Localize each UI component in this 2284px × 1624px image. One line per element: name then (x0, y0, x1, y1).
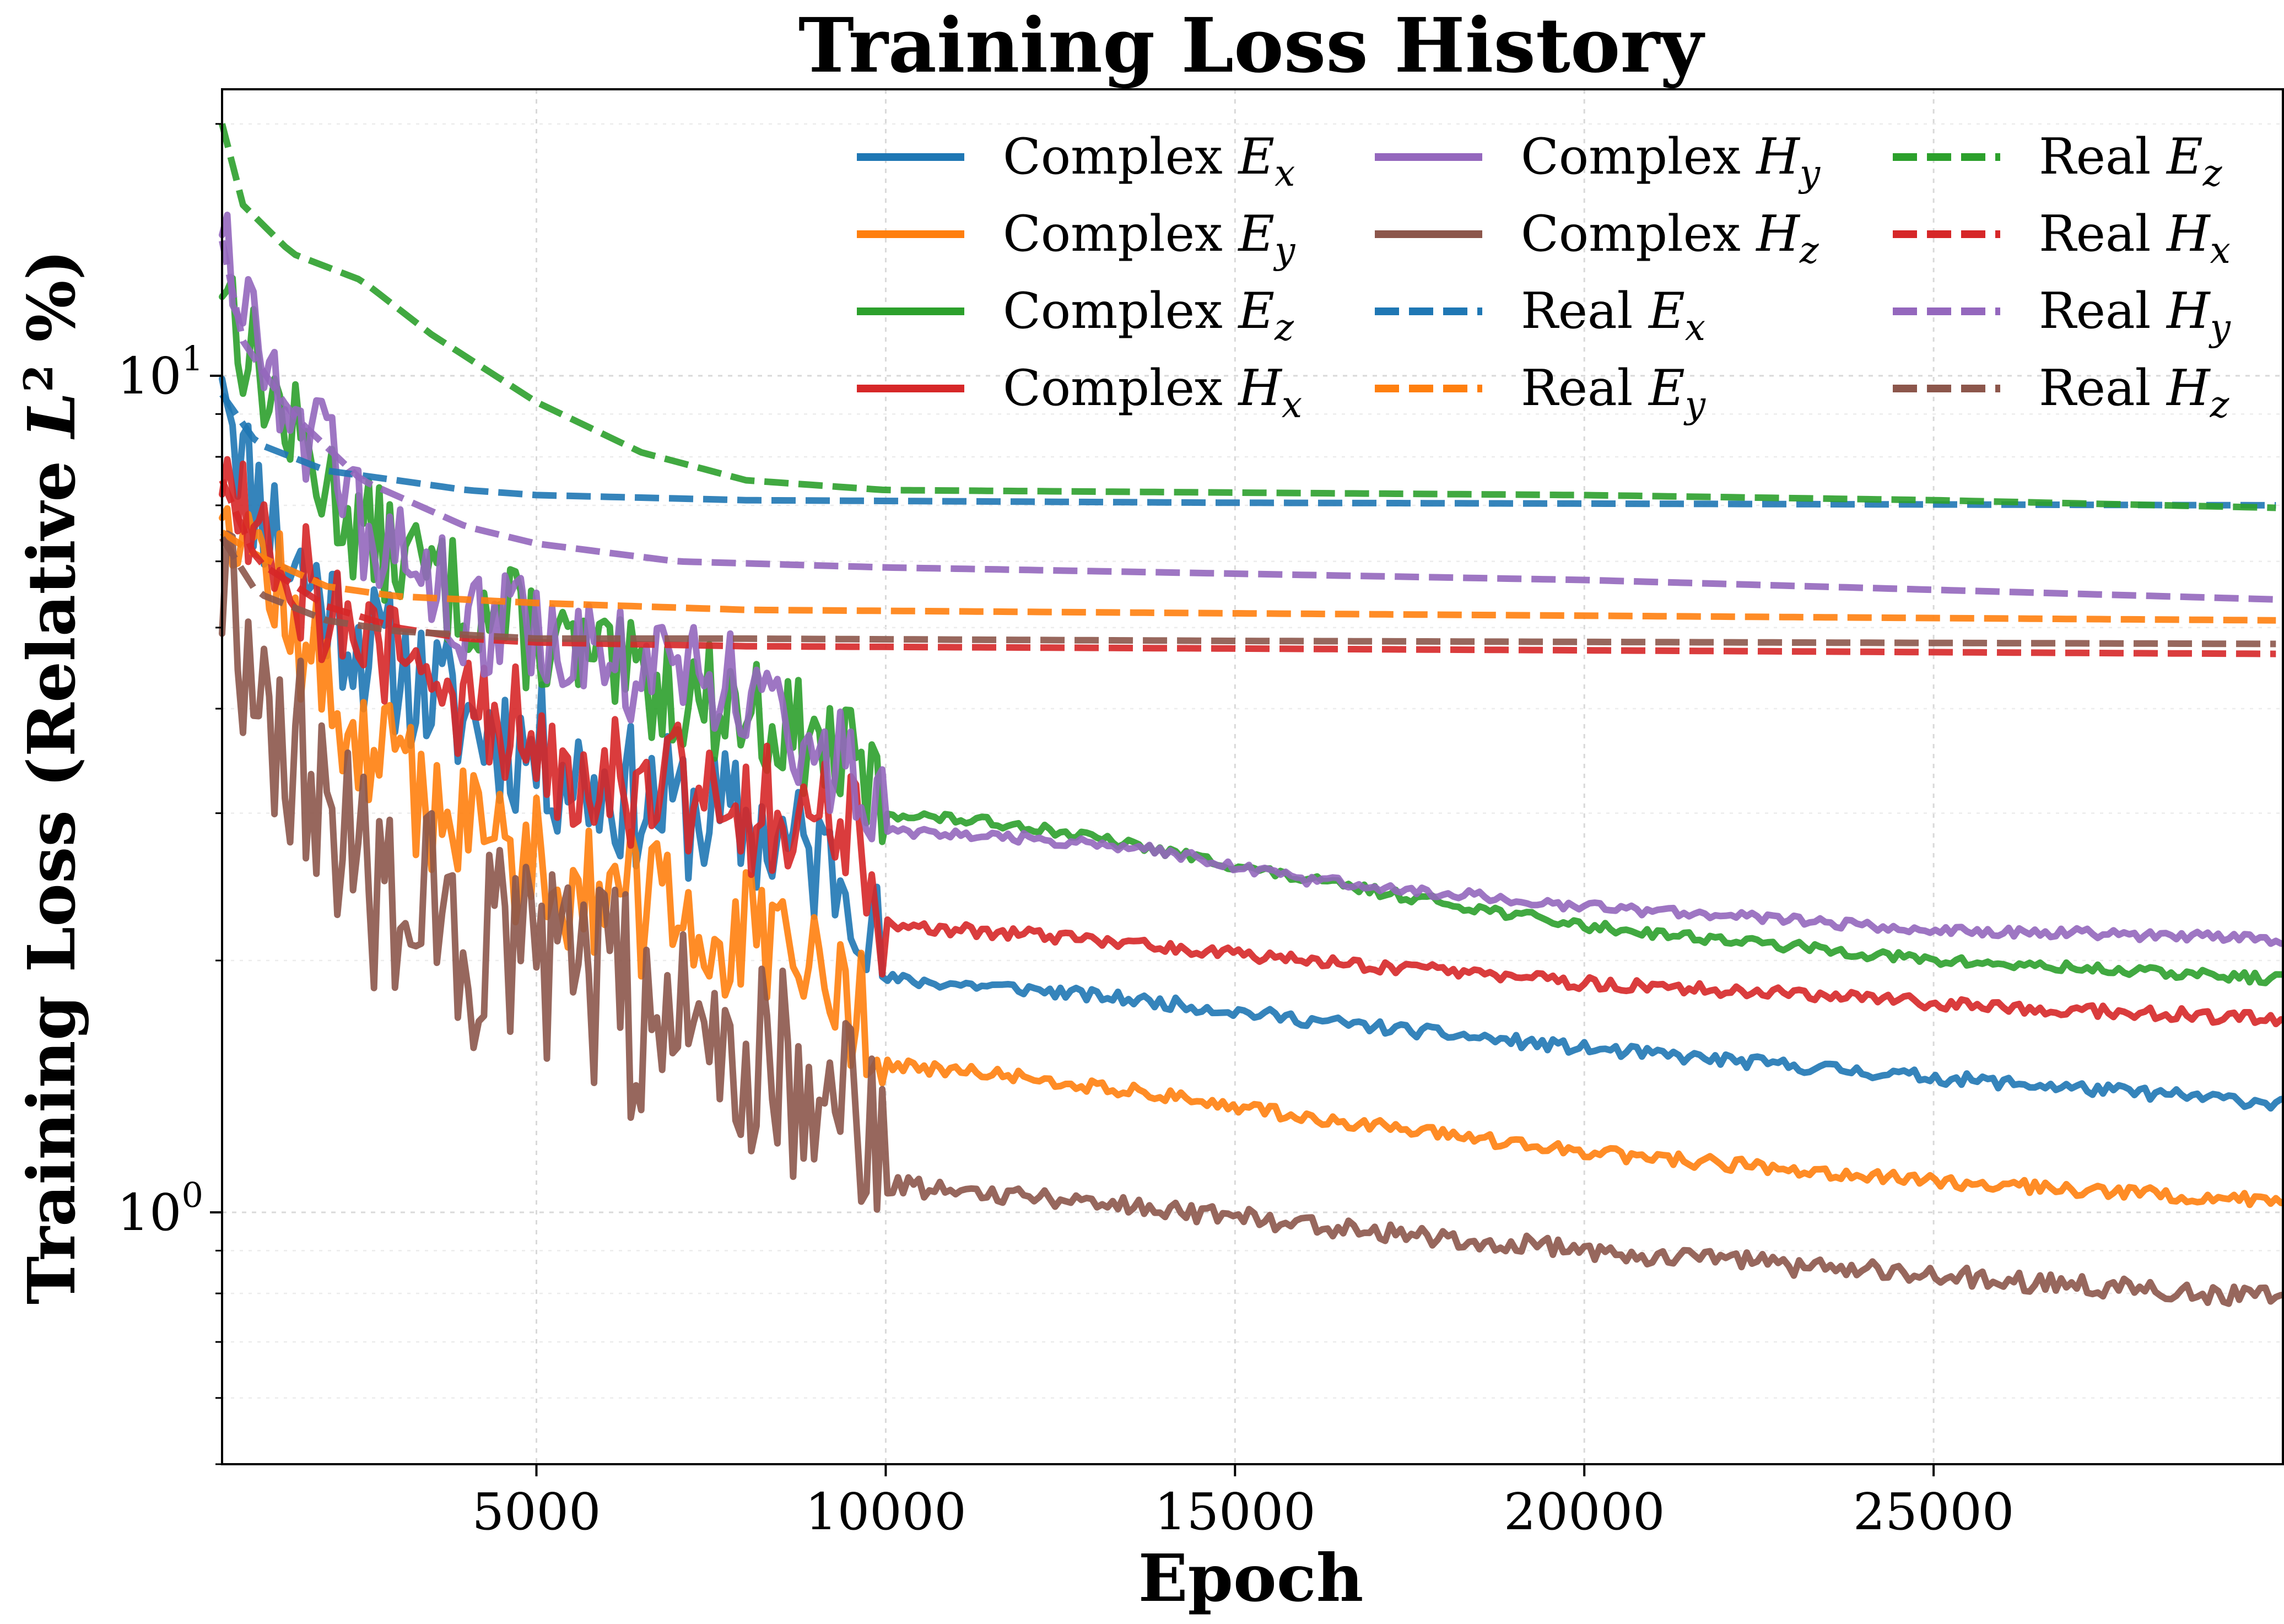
legend-label-sub: x (1685, 306, 1705, 349)
y-tick-exp: 1 (182, 338, 203, 379)
legend-label: Complex Hy (1521, 128, 1821, 195)
y-label-text-end: %) (13, 250, 90, 365)
series-line-7 (220, 529, 2276, 624)
legend-label: Real Ez (2039, 128, 2223, 195)
legend-label-prefix: Real (2039, 128, 2167, 186)
y-label-sup: 2 (15, 365, 62, 392)
series-line-10 (219, 240, 2276, 603)
y-label-text: Training Loss (Relative (13, 438, 90, 1305)
series-line-4 (219, 212, 2284, 947)
legend-label-prefix: Real (1521, 282, 1649, 340)
series-line-1 (219, 505, 2284, 1208)
y-label-symbol: L (13, 392, 90, 440)
legend-label-field: H (2166, 359, 2211, 417)
y-tick-label: 100 (117, 1175, 203, 1242)
legend-label-field: E (2166, 128, 2203, 186)
y-tick-exp: 0 (182, 1175, 203, 1215)
legend-label-prefix: Complex (1521, 205, 1756, 263)
legend-label-field: H (1755, 128, 1800, 186)
series-line-11 (219, 536, 2276, 648)
series-line-3 (219, 456, 2284, 1028)
legend-label: Complex Ey (1003, 205, 1295, 272)
series-line-8 (219, 123, 2276, 511)
legend-label: Real Ex (1521, 282, 1705, 349)
legend-label-sub: z (2202, 152, 2223, 195)
legend-label: Real Hz (2039, 359, 2230, 426)
y-tick-label: 101 (117, 338, 203, 406)
legend-label-sub: y (1798, 152, 1821, 195)
legend-label: Real Hy (2039, 282, 2231, 349)
legend-label: Complex Hx (1003, 359, 1302, 426)
legend-label-field: E (1237, 128, 1275, 186)
legend-label-field: E (1237, 282, 1275, 340)
legend-label-sub: y (1683, 384, 1706, 426)
x-tick-label: 20000 (1504, 1482, 1665, 1541)
chart-title: Training Loss History (798, 2, 1705, 90)
legend-label-prefix: Real (1521, 359, 1649, 417)
x-tick-label: 10000 (805, 1482, 966, 1541)
legend-label-field: E (1237, 205, 1275, 263)
legend-label-sub: x (1275, 152, 1295, 195)
legend-label-sub: y (1273, 229, 1295, 272)
legend-label-prefix: Complex (1003, 359, 1238, 417)
legend-label: Complex Hz (1521, 205, 1819, 272)
y-tick-base: 10 (117, 347, 181, 406)
legend-label-sub: x (2210, 229, 2231, 272)
y-tick-base: 10 (117, 1183, 181, 1242)
legend-label: Complex Ez (1003, 282, 1294, 349)
legend-label-prefix: Real (2039, 282, 2167, 340)
legend-label-sub: x (1282, 384, 1302, 426)
legend-label: Real Hx (2039, 205, 2231, 272)
legend-label-field: H (1755, 205, 1800, 263)
legend-label-sub: z (2210, 384, 2230, 426)
series-line-0 (219, 375, 2284, 1112)
x-tick-label: 5000 (472, 1482, 601, 1541)
legend-label-sub: y (2209, 306, 2231, 349)
legend-label-sub: z (1799, 229, 1819, 272)
legend-label-prefix: Real (2039, 359, 2167, 417)
legend-label: Complex Ex (1003, 128, 1295, 195)
legend-label-prefix: Complex (1521, 128, 1756, 186)
legend-label-prefix: Complex (1003, 205, 1238, 263)
legend-label-prefix: Real (2039, 205, 2167, 263)
series-line-9 (219, 479, 2276, 657)
legend-label-field: H (2166, 205, 2211, 263)
legend-label-field: H (1237, 359, 1282, 417)
x-tick-label: 15000 (1154, 1482, 1316, 1541)
series-line-6 (219, 392, 2276, 509)
legend-label: Real Ey (1521, 359, 1706, 426)
legend-label-prefix: Complex (1003, 282, 1238, 340)
legend-label-prefix: Complex (1003, 128, 1238, 186)
legend-label-field: E (1648, 282, 1685, 340)
legend-label-field: H (2166, 282, 2211, 340)
x-axis-label: Epoch (1138, 1540, 1364, 1616)
x-tick-label: 25000 (1853, 1482, 2015, 1541)
legend-label-field: E (1648, 359, 1685, 417)
series-line-5 (219, 530, 2284, 1307)
plot-frame (221, 88, 2284, 1465)
plot-series (219, 123, 2284, 1307)
y-axis-label: Training Loss (Relative L2 %) (13, 250, 90, 1305)
legend-label-sub: z (1274, 306, 1294, 349)
